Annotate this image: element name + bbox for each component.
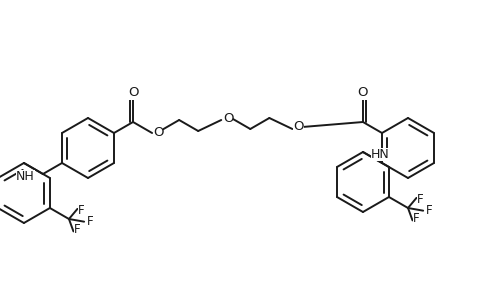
Text: F: F xyxy=(87,215,93,228)
Text: O: O xyxy=(153,125,163,139)
Text: F: F xyxy=(413,212,420,225)
Text: NH: NH xyxy=(16,170,35,182)
Text: O: O xyxy=(223,111,234,125)
Text: O: O xyxy=(293,120,304,134)
Text: F: F xyxy=(417,193,424,207)
Text: O: O xyxy=(358,86,368,100)
Text: O: O xyxy=(128,86,138,100)
Text: F: F xyxy=(78,204,85,217)
Text: HN: HN xyxy=(371,148,390,161)
Text: F: F xyxy=(426,204,433,217)
Text: F: F xyxy=(74,223,81,236)
